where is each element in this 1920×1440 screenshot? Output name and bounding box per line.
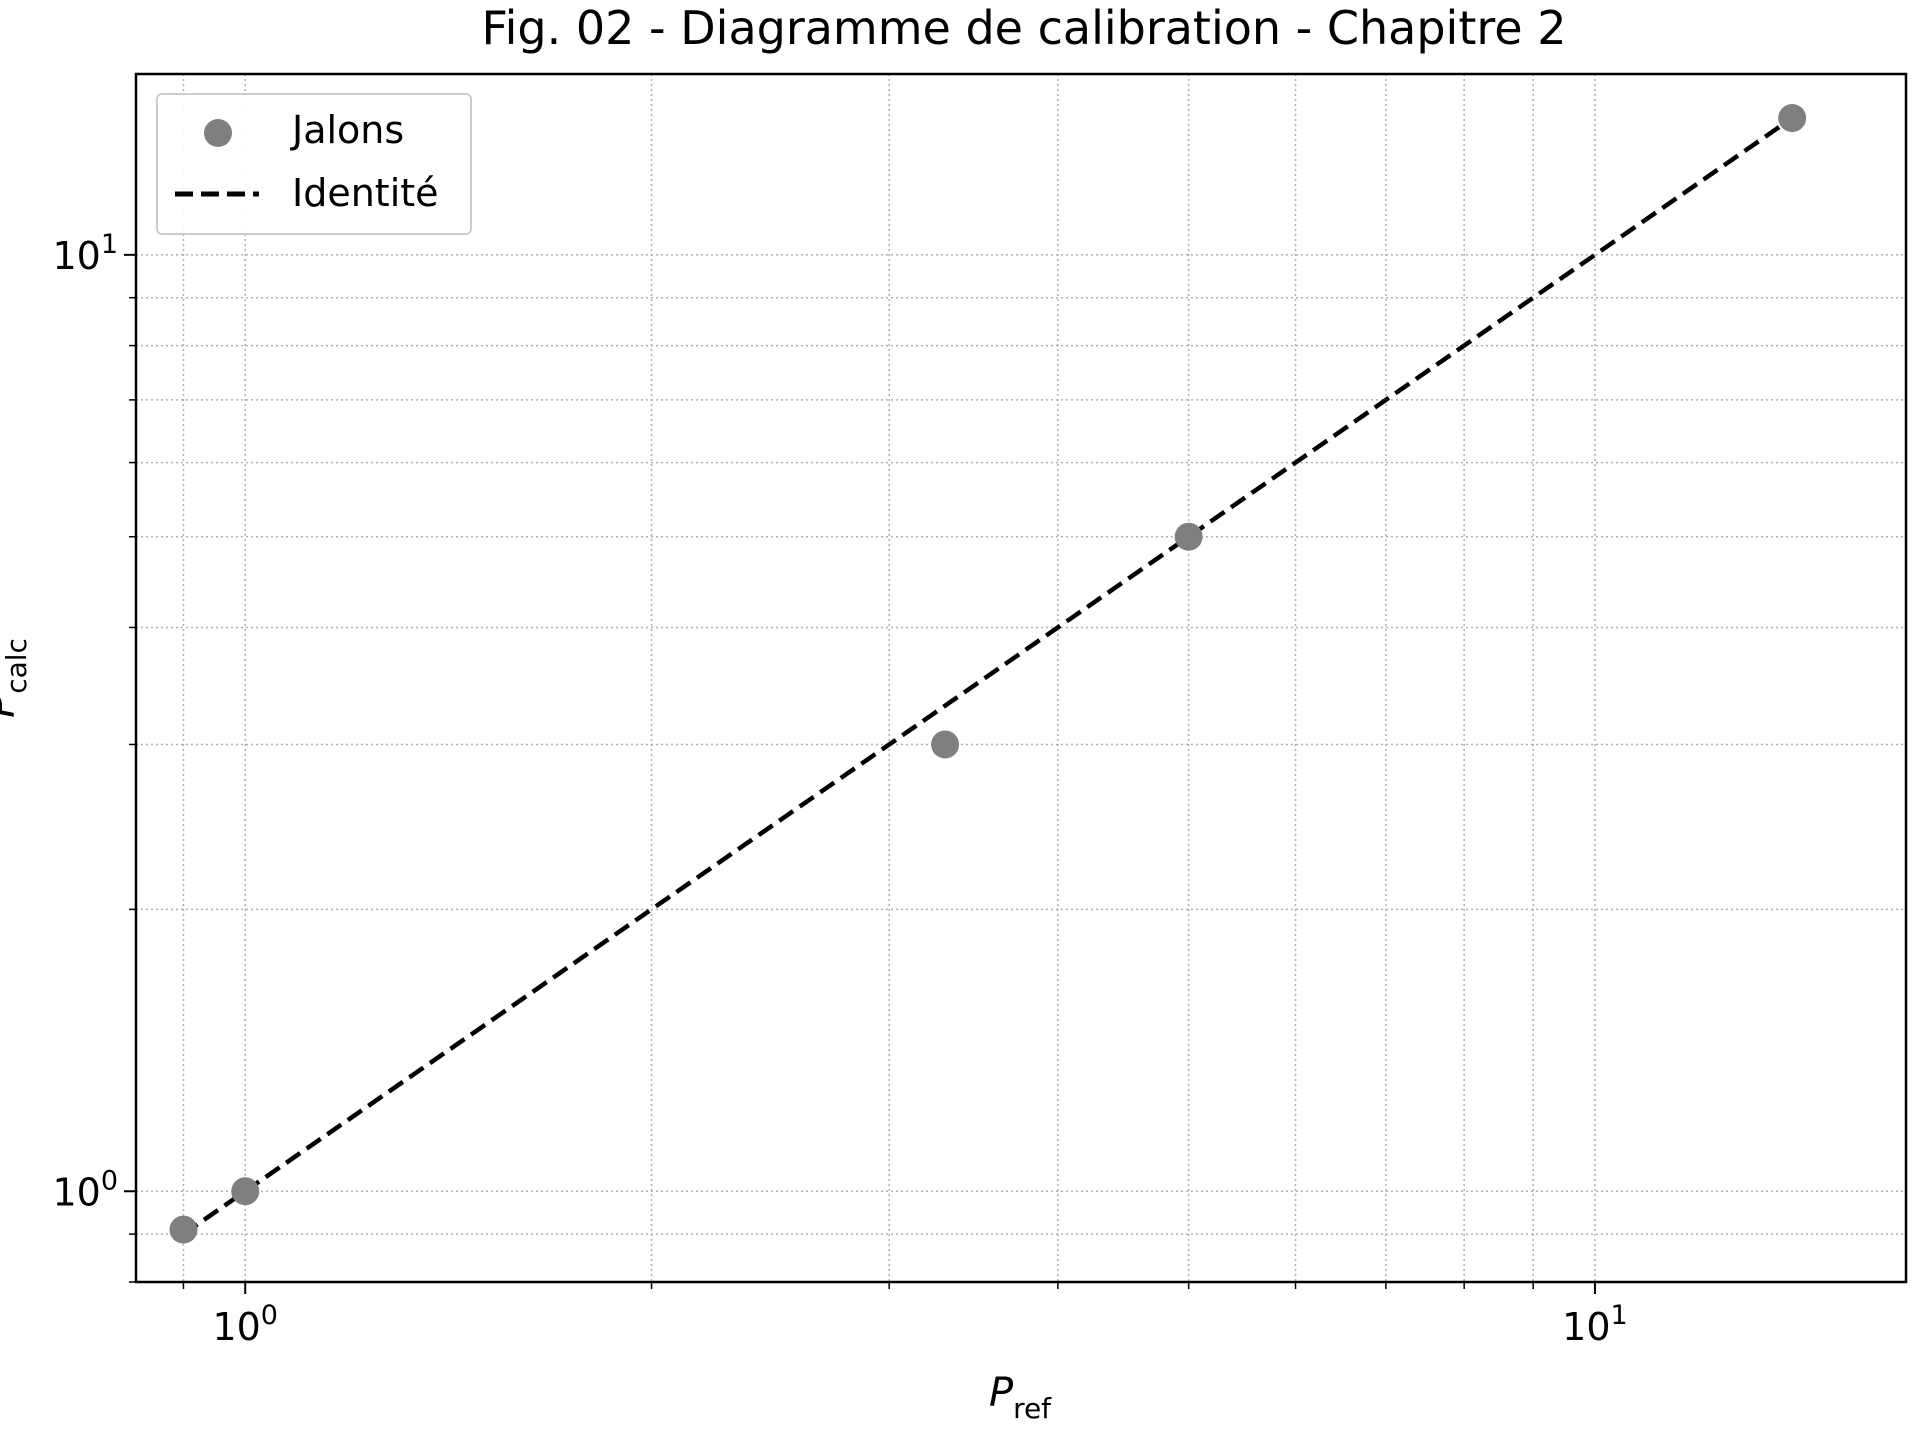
scatter-point	[1778, 104, 1807, 133]
x-tick-label: 101	[1562, 1300, 1628, 1349]
legend-box	[156, 93, 472, 235]
legend-label-identite: Identité	[292, 171, 439, 215]
scatter-point	[231, 1177, 260, 1206]
y-axis-label: Pcalc	[0, 638, 33, 718]
y-axis-label-base: P	[0, 693, 24, 718]
chart-title: Fig. 02 - Diagramme de calibration - Cha…	[482, 1, 1567, 55]
x-axis-label-sub: ref	[1013, 1392, 1052, 1425]
scatter-point	[1174, 522, 1203, 551]
y-tick-label: 100	[52, 1165, 118, 1214]
y-axis-label-sub: calc	[0, 638, 33, 694]
scatter-point	[169, 1215, 198, 1244]
series	[169, 104, 1807, 1244]
legend-marker-jalons	[204, 119, 232, 147]
legend-label-jalons: Jalons	[290, 108, 404, 152]
identity-line	[182, 107, 1806, 1236]
legend: Jalons Identité	[156, 93, 472, 235]
y-tick-label: 101	[52, 229, 118, 278]
x-axis-label-base: P	[989, 1370, 1014, 1416]
x-tick-label: 100	[212, 1300, 278, 1349]
x-axis-label: Pref	[989, 1370, 1052, 1425]
axis-ticks: 100 101 100 101	[52, 229, 1627, 1349]
plot-frame	[134, 72, 1908, 1284]
scatter-point	[931, 730, 960, 759]
